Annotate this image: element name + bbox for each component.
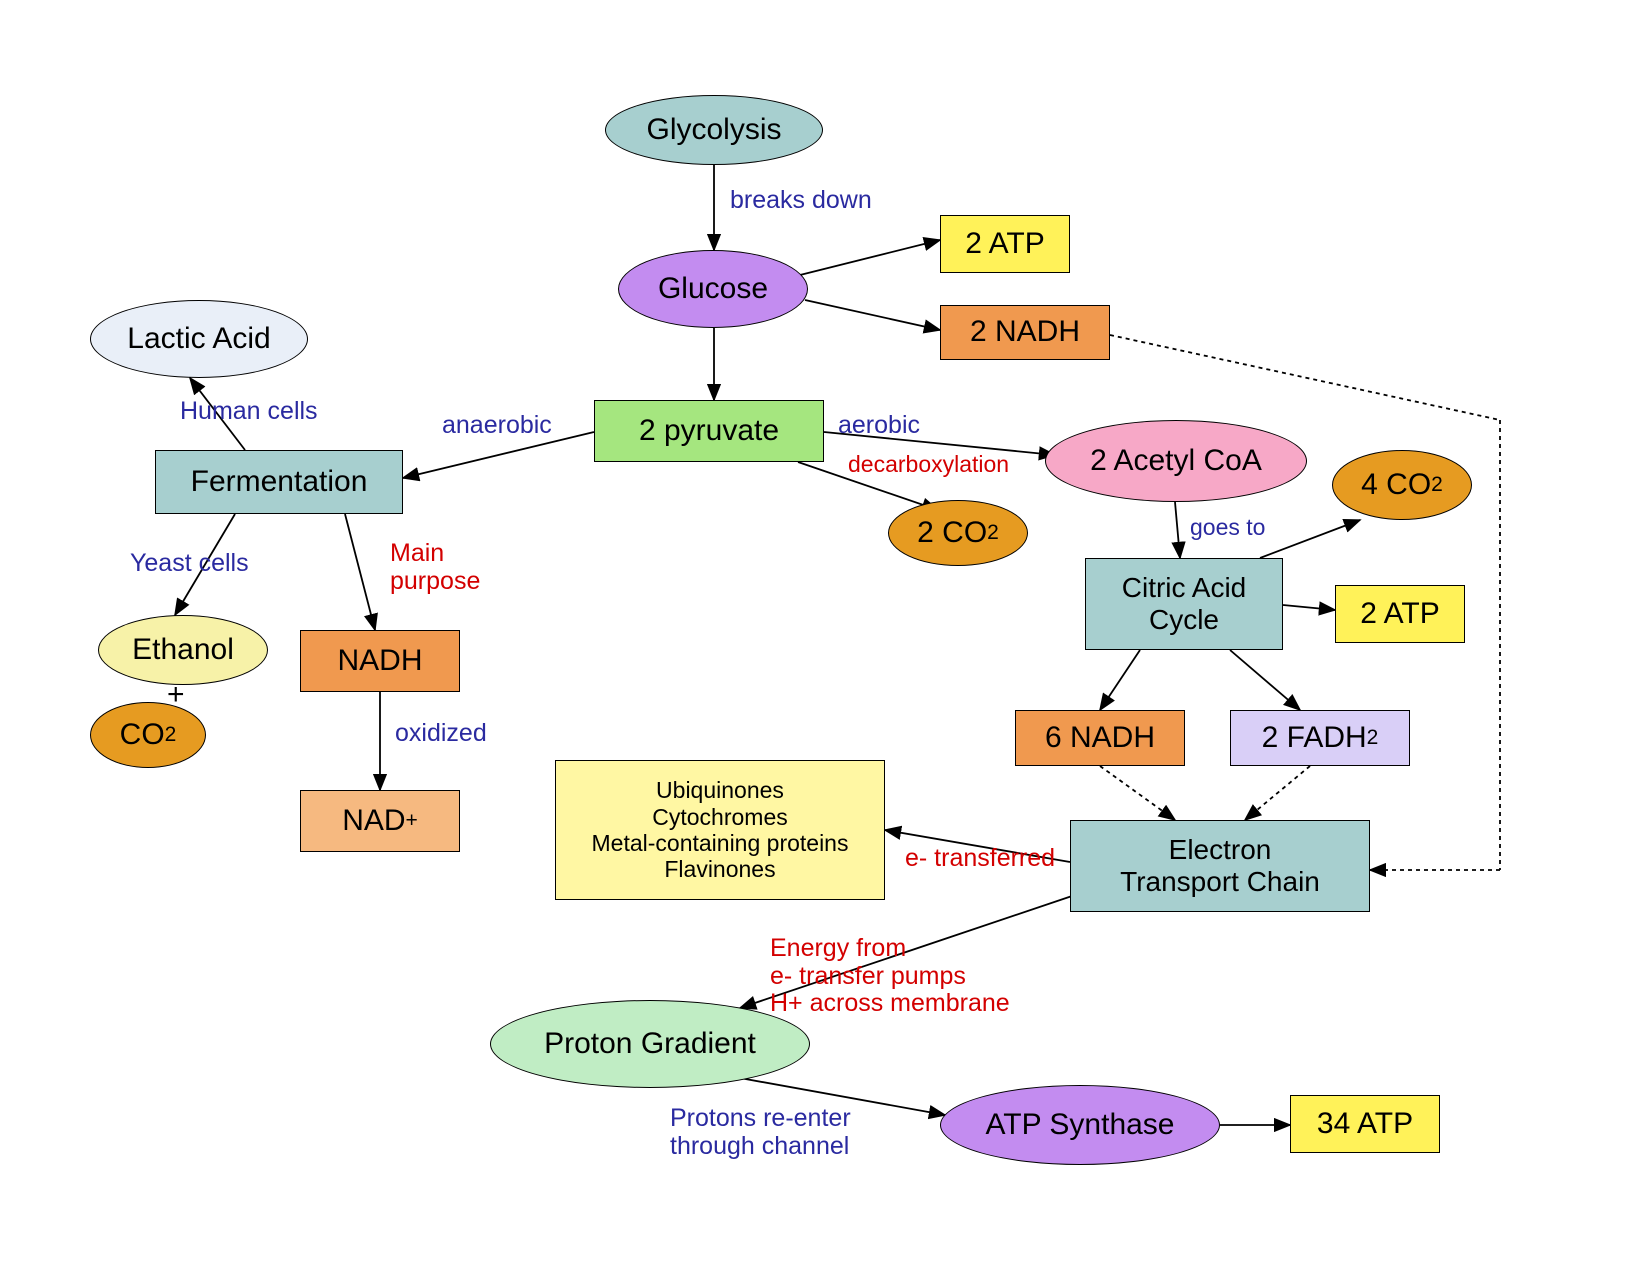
edge-label-3: decarboxylation xyxy=(848,452,1009,477)
node-atp34: 34 ATP xyxy=(1290,1095,1440,1153)
node-glycolysis: Glycolysis xyxy=(605,95,823,165)
node-lactic: Lactic Acid xyxy=(90,300,308,378)
edge-2 xyxy=(800,240,940,275)
diagram-canvas: Glycolysis Glucose 2 ATP 2 NADH 2 pyruvate Fe… xyxy=(0,0,1650,1275)
edge-15 xyxy=(1230,650,1300,710)
edge-label-0: breaks down xyxy=(730,187,872,215)
edge-label-6: Yeast cells xyxy=(130,550,249,578)
node-atp2_top: 2 ATP xyxy=(940,215,1070,273)
edge-11 xyxy=(1175,502,1180,558)
edge-16 xyxy=(1100,766,1175,820)
node-nadh2_top: 2 NADH xyxy=(940,305,1110,360)
node-glucose: Glucose xyxy=(618,250,808,328)
node-ethanol: Ethanol xyxy=(98,615,268,685)
edge-label-1: anaerobic xyxy=(442,412,552,440)
node-components: Ubiquinones Cytochromes Metal-containing… xyxy=(555,760,885,900)
edge-13 xyxy=(1283,605,1335,610)
edge-22 xyxy=(1110,335,1500,420)
edge-label-2: aerobic xyxy=(838,412,920,440)
node-pyruvate: 2 pyruvate xyxy=(594,400,824,462)
node-atp2_right: 2 ATP xyxy=(1335,585,1465,643)
edge-17 xyxy=(1245,766,1310,820)
edge-label-9: e- transferred xyxy=(905,845,1055,873)
node-fadh2: 2 FADH2 xyxy=(1230,710,1410,766)
node-co2_left: CO2 xyxy=(90,702,206,768)
node-acetyl: 2 Acetyl CoA xyxy=(1045,420,1307,502)
node-etc: Electron Transport Chain xyxy=(1070,820,1370,912)
node-nadh6: 6 NADH xyxy=(1015,710,1185,766)
edge-label-4: goes to xyxy=(1190,515,1265,540)
edge-label-7: Main purpose xyxy=(390,540,480,595)
node-co2_mid: 2 CO2 xyxy=(888,500,1028,566)
node-cac: Citric Acid Cycle xyxy=(1085,558,1283,650)
edge-14 xyxy=(1100,650,1140,710)
node-nad: NAD+ xyxy=(300,790,460,852)
node-atpsyn: ATP Synthase xyxy=(940,1085,1220,1165)
edge-label-11: Protons re-enter through channel xyxy=(670,1105,851,1160)
edge-label-8: oxidized xyxy=(395,720,487,748)
node-co2_right: 4 CO2 xyxy=(1332,450,1472,520)
edge-label-5: Human cells xyxy=(180,398,318,426)
node-proton: Proton Gradient xyxy=(490,1000,810,1088)
node-fermentation: Fermentation xyxy=(155,450,403,514)
edge-12 xyxy=(1260,520,1360,558)
node-nadh_mid: NADH xyxy=(300,630,460,692)
edge-9 xyxy=(345,514,375,630)
edge-3 xyxy=(805,300,940,330)
edge-label-10: Energy from e- transfer pumps H+ across … xyxy=(770,935,1010,1018)
